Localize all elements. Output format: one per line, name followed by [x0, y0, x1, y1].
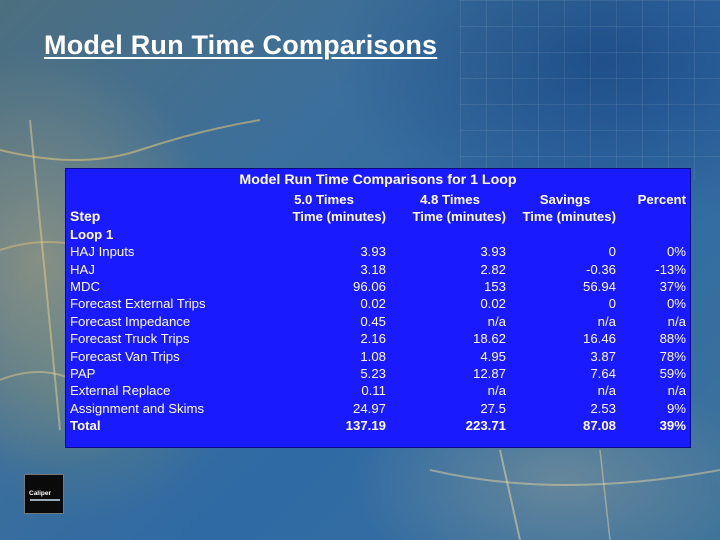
total-percent: 39% — [659, 418, 686, 434]
row-step: MDC — [70, 279, 101, 295]
total-time-50: 137.19 — [345, 418, 386, 434]
row-time-50: 1.08 — [360, 348, 386, 364]
row-step: Assignment and Skims — [70, 400, 205, 416]
header-time-savings: Time (minutes) — [522, 209, 616, 225]
row-time-48: 12.87 — [472, 366, 506, 382]
row-time-50: 3.18 — [360, 261, 386, 277]
row-savings: 3.87 — [590, 348, 616, 364]
header-50-times: 5.0 Times — [294, 192, 354, 207]
logo-text: Caliper — [29, 490, 52, 497]
header-top-step — [66, 191, 258, 208]
row-step: Forecast Impedance — [70, 313, 191, 329]
row-savings: -0.36 — [585, 261, 616, 277]
slide-title: Model Run Time Comparisons — [44, 30, 438, 60]
header-row-sub: Step Time (minutes) Time (minutes) Time … — [66, 208, 690, 225]
comparison-table: Model Run Time Comparisons for 1 Loop 5.… — [66, 169, 690, 435]
row-time-48: 27.5 — [480, 400, 506, 416]
row-time-50: 2.16 — [360, 331, 386, 347]
row-step: HAJ — [70, 261, 95, 277]
table-row: PAP 5.23 12.87 7.64 59% — [66, 365, 690, 382]
row-savings: 2.53 — [590, 400, 616, 416]
header-percent-sub — [620, 208, 690, 225]
row-time-48: 18.62 — [472, 331, 506, 347]
table-row: MDC 96.06 153 56.94 37% — [66, 278, 690, 295]
total-label: Total — [70, 418, 101, 434]
header-savings: Savings — [539, 192, 591, 207]
header-step: Step — [70, 208, 101, 225]
table-caption: Model Run Time Comparisons for 1 Loop — [239, 172, 517, 188]
table-row: Forecast Truck Trips 2.16 18.62 16.46 88% — [66, 330, 690, 347]
header-48-times: 4.8 Times — [420, 192, 480, 207]
row-time-50: 0.11 — [361, 383, 386, 399]
table-row: HAJ 3.18 2.82 -0.36 -13% — [66, 261, 690, 278]
table-row: HAJ Inputs 3.93 3.93 0 0% — [66, 243, 690, 260]
row-time-48: 153 — [483, 279, 506, 295]
header-time-48: Time (minutes) — [412, 209, 506, 225]
row-time-50: 0.02 — [360, 296, 386, 312]
header-percent: Percent — [637, 192, 686, 207]
table-row: Forecast Van Trips 1.08 4.95 3.87 78% — [66, 348, 690, 365]
row-time-50: 3.93 — [360, 244, 386, 260]
total-savings: 87.08 — [582, 418, 616, 434]
header-time-50: Time (minutes) — [292, 209, 386, 225]
row-percent: 59% — [659, 366, 686, 382]
table-row: Forecast Impedance 0.45 n/a n/a n/a — [66, 313, 690, 330]
row-percent: n/a — [667, 313, 686, 329]
row-time-50: 96.06 — [352, 279, 386, 295]
row-savings: n/a — [597, 383, 616, 399]
row-percent: 0% — [666, 296, 686, 312]
group-label: Loop 1 — [70, 226, 114, 242]
row-step: HAJ Inputs — [70, 244, 135, 260]
row-savings: 0 — [608, 296, 616, 312]
row-time-48: 4.95 — [480, 348, 506, 364]
row-time-48: 3.93 — [480, 244, 506, 260]
logo-bar — [30, 499, 60, 501]
row-time-48: 0.02 — [480, 296, 506, 312]
table-row: External Replace 0.11 n/a n/a n/a — [66, 382, 690, 399]
row-step: Forecast Van Trips — [70, 348, 180, 364]
row-step: PAP — [70, 366, 96, 382]
row-percent: -13% — [655, 261, 686, 277]
total-time-48: 223.71 — [465, 418, 506, 434]
row-savings: 56.94 — [582, 279, 616, 295]
group-row: Loop 1 — [66, 226, 690, 243]
row-step: Forecast External Trips — [70, 296, 206, 312]
row-percent: 88% — [659, 331, 686, 347]
row-savings: 16.46 — [582, 331, 616, 347]
row-time-48: n/a — [487, 383, 506, 399]
row-percent: n/a — [667, 383, 686, 399]
table-row: Assignment and Skims 24.97 27.5 2.53 9% — [66, 400, 690, 417]
row-time-50: 0.45 — [360, 313, 386, 329]
header-row-top: 5.0 Times 4.8 Times Savings Percent — [66, 191, 690, 208]
row-savings: 7.64 — [590, 366, 616, 382]
row-percent: 78% — [659, 348, 686, 364]
row-time-50: 24.97 — [352, 400, 386, 416]
row-time-48: n/a — [487, 313, 506, 329]
run-time-table: Model Run Time Comparisons for 1 Loop 5.… — [65, 168, 691, 448]
row-time-50: 5.23 — [360, 366, 386, 382]
caliper-logo: Caliper — [24, 474, 64, 514]
row-percent: 9% — [666, 400, 686, 416]
total-row: Total 137.19 223.71 87.08 39% — [66, 417, 690, 434]
row-percent: 37% — [659, 279, 686, 295]
table-body: HAJ Inputs 3.93 3.93 0 0% HAJ 3.18 2.82 -0.36 -13… — [66, 243, 690, 417]
row-step: Forecast Truck Trips — [70, 331, 190, 347]
row-savings: 0 — [608, 244, 616, 260]
row-savings: n/a — [597, 313, 616, 329]
row-time-48: 2.82 — [480, 261, 506, 277]
icon-grid-pattern — [460, 0, 720, 180]
row-step: External Replace — [70, 383, 171, 399]
row-percent: 0% — [666, 244, 686, 260]
table-row: Forecast External Trips 0.02 0.02 0 0% — [66, 295, 690, 312]
